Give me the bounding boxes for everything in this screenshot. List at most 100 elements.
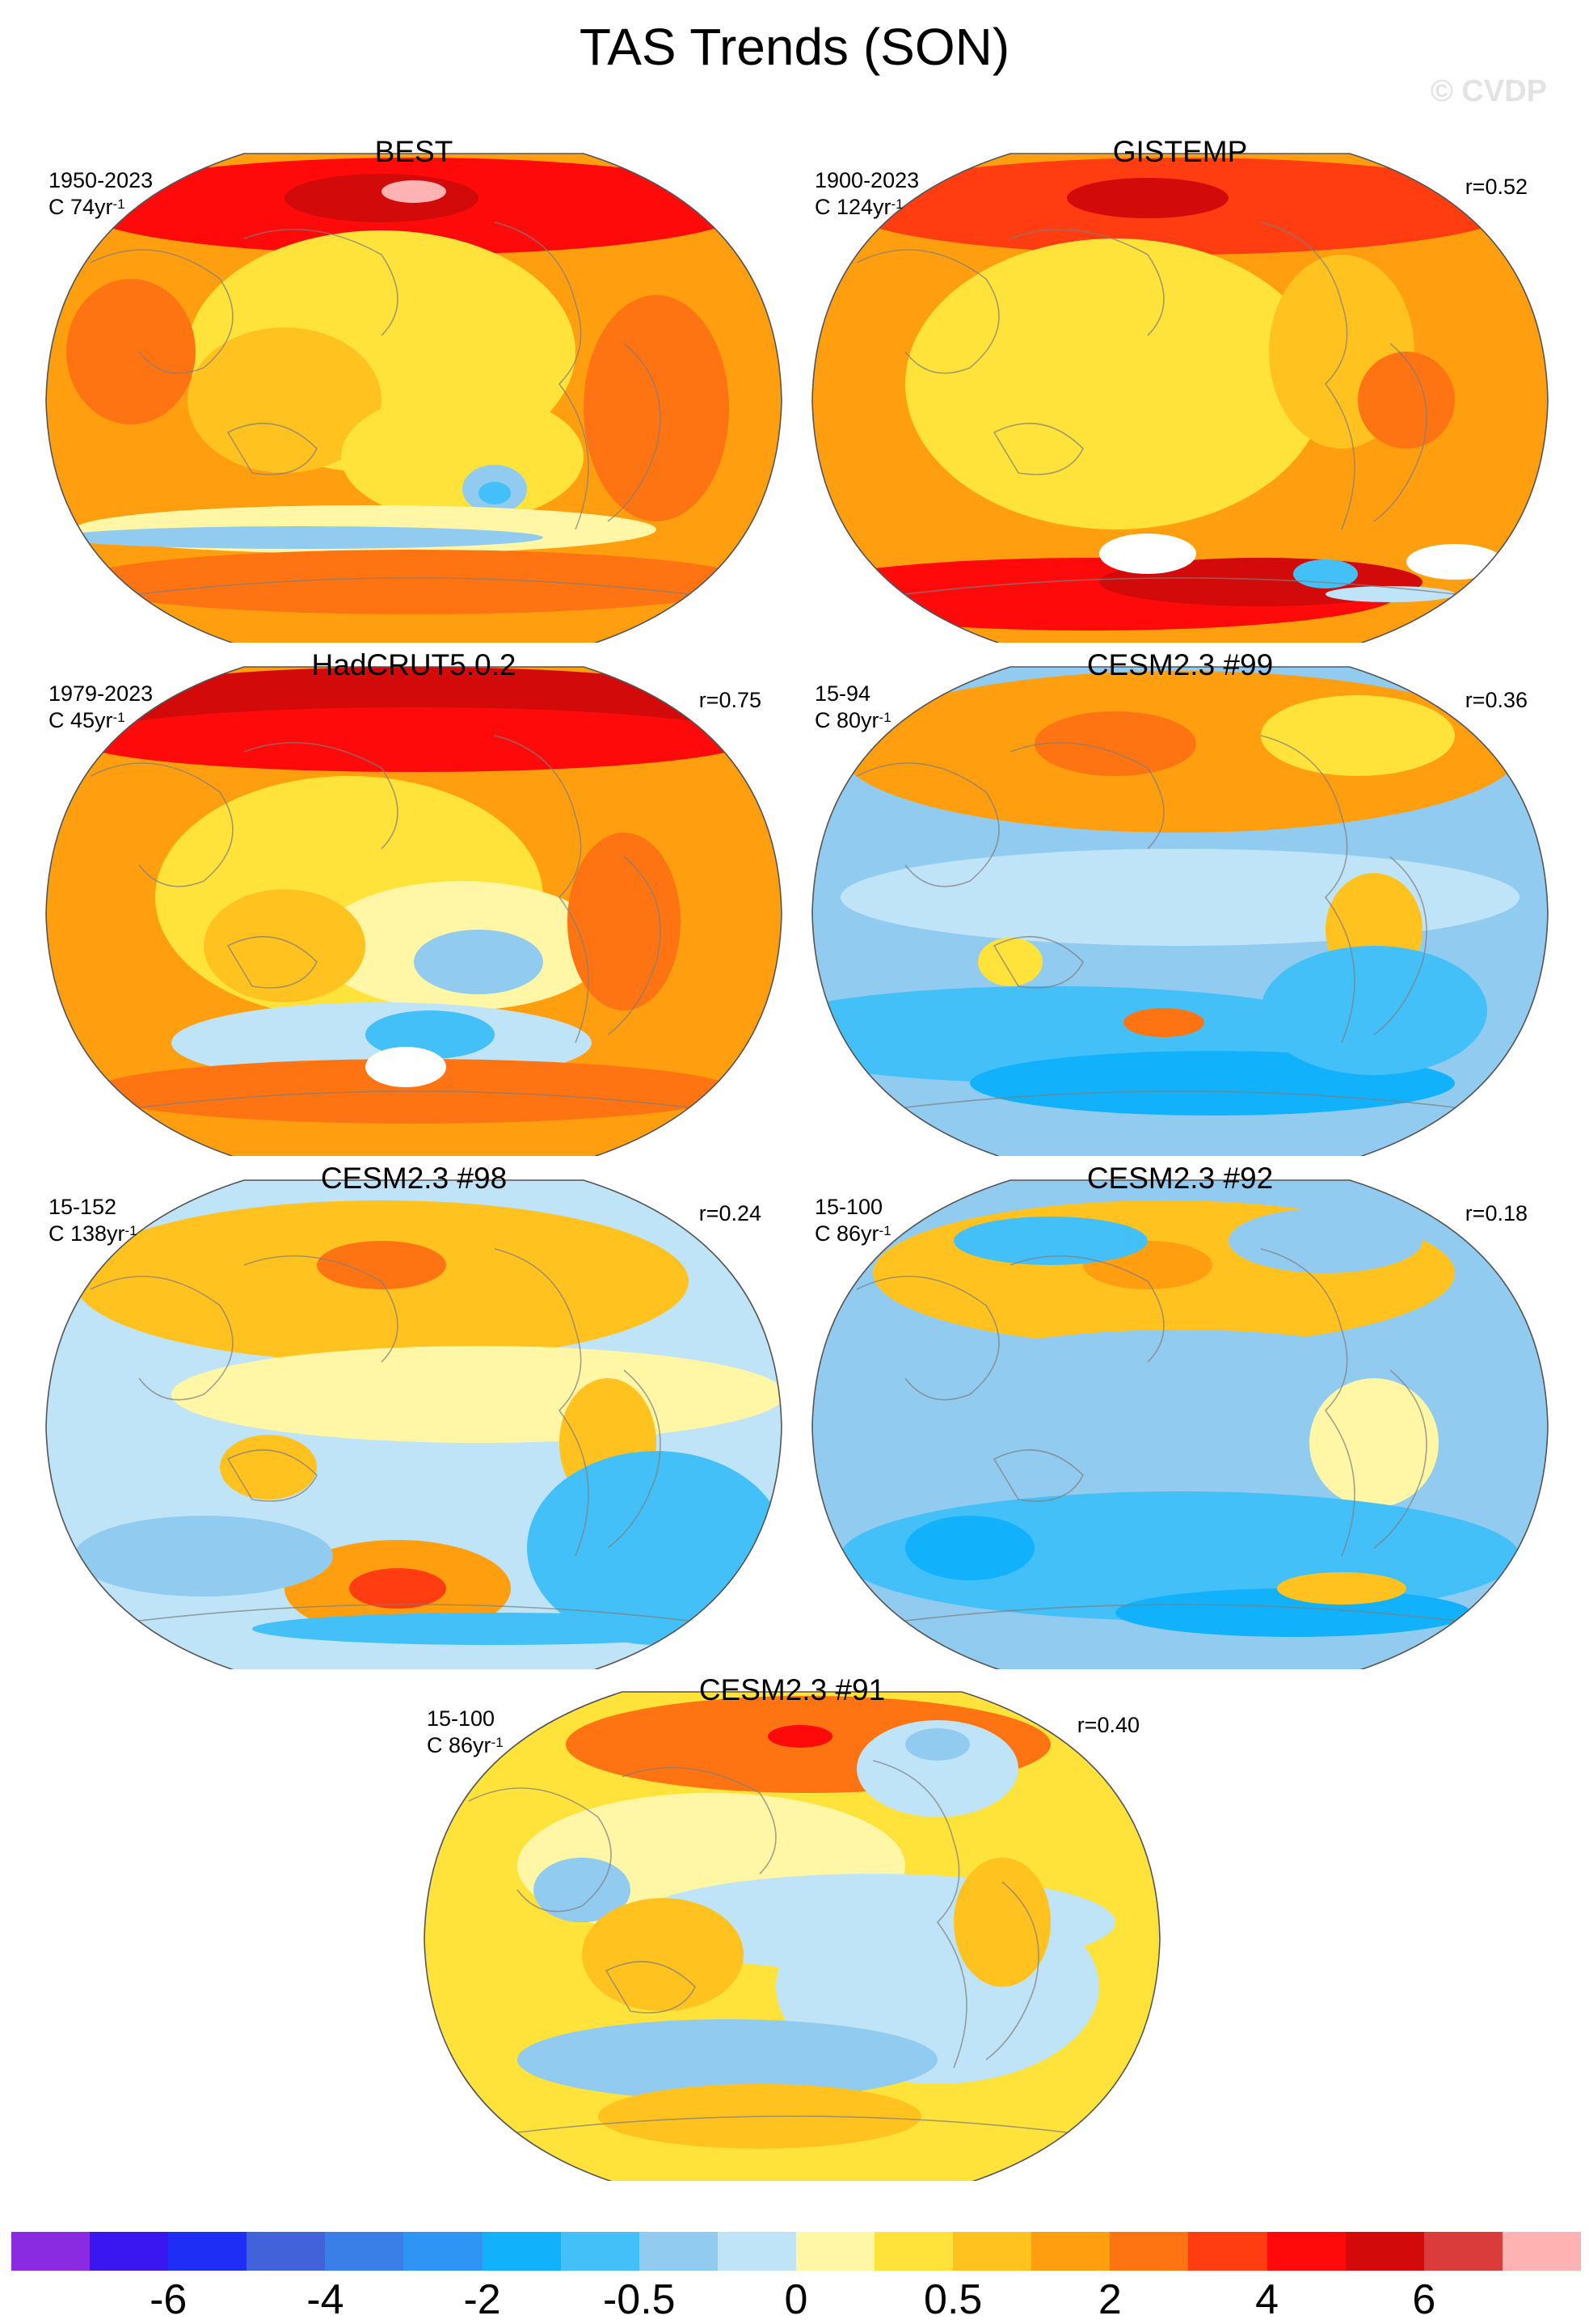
trend-field-cesm91-2 [857, 1720, 1018, 1817]
map-panel-cesm98: CESM2.3 #98 15-152 C 138yr-1 r=0.24 [42, 1162, 786, 1669]
panel-info: 15-94 C 80yr-1 [815, 681, 891, 734]
trend-field-cesm92-2 [954, 1217, 1148, 1265]
trend-field-gistemp-4 [1358, 352, 1455, 449]
map-panel-cesm92: CESM2.3 #92 15-100 C 86yr-1 r=0.18 [808, 1162, 1552, 1669]
map-cesm99 [811, 666, 1549, 1156]
map-panel-cesm99: CESM2.3 #99 15-94 C 80yr-1 r=0.36 [808, 648, 1552, 1156]
units-label: C 45yr-1 [48, 708, 125, 732]
trend-field-cesm98-2 [171, 1346, 782, 1443]
colorbar-box-9 [717, 2232, 796, 2271]
colorbar-box-15 [1188, 2232, 1267, 2271]
correlation-label: r=0.75 [698, 688, 761, 712]
colorbar-box-19 [1502, 2232, 1581, 2271]
trend-field-gistemp-10 [1326, 586, 1455, 602]
trend-field-cesm91-8 [582, 1898, 744, 2011]
map-panel-gistemp: GISTEMP 1900-2023 C 124yr-1 r=0.52 [808, 135, 1552, 643]
colorbar-box-14 [1110, 2232, 1189, 2271]
panel-info: 15-152 C 138yr-1 [48, 1194, 137, 1247]
colorbar-box-1 [90, 2232, 169, 2271]
trend-field-cesm91-5 [533, 1858, 630, 1922]
panel-title: CESM2.3 #91 [698, 1673, 886, 1706]
trend-field-cesm98-4 [220, 1435, 317, 1499]
correlation-label: r=0.36 [1465, 688, 1528, 712]
panel-info: 1900-2023 C 124yr-1 [815, 167, 919, 221]
map-hadcrut [45, 666, 782, 1156]
colorbar-box-17 [1345, 2232, 1424, 2271]
map-panel-cesm91: CESM2.3 #91 15-100 C 86yr-1 r=0.40 [420, 1673, 1164, 2181]
trend-field-cesm98-6 [349, 1568, 446, 1609]
period-label: 15-94 [815, 681, 871, 706]
map-panel-best: BEST 1950-2023 C 74yr-1 [42, 135, 786, 643]
panel-info: 15-100 C 86yr-1 [815, 1194, 891, 1247]
panel-title: CESM2.3 #98 [320, 1162, 508, 1195]
trend-field-best-2 [381, 180, 446, 203]
trend-field-gistemp-1 [1067, 178, 1229, 218]
trend-field-cesm92-3 [1229, 1208, 1423, 1273]
trend-field-cesm98-8 [74, 1516, 333, 1596]
colorbar-label: -0.5 [602, 2276, 676, 2323]
trend-field-gistemp-7 [1099, 534, 1196, 574]
trend-field-best-4 [188, 327, 381, 473]
map-cesm91 [424, 1691, 1161, 2181]
trend-field-hadcrut-9 [204, 889, 365, 1002]
period-label: 15-100 [815, 1195, 883, 1219]
colorbar-box-3 [247, 2232, 326, 2271]
colorbar-box-2 [168, 2232, 247, 2271]
units-label: C 74yr-1 [48, 195, 125, 219]
trend-field-cesm92-5 [1309, 1378, 1439, 1508]
colorbar-box-8 [639, 2232, 718, 2271]
colorbar-box-12 [953, 2232, 1032, 2271]
map-panel-hadcrut: HadCRUT5.0.2 1979-2023 C 45yr-1 r=0.75 [42, 648, 786, 1156]
trend-field-cesm91-3 [905, 1728, 970, 1761]
colorbar-box-7 [560, 2232, 639, 2271]
trend-field-hadcrut-10 [567, 833, 681, 1010]
trend-field-best-11 [584, 295, 729, 521]
units-label: C 86yr-1 [815, 1221, 891, 1246]
colorbar-label: 6 [1412, 2276, 1436, 2323]
map-best [45, 153, 782, 643]
trend-field-cesm99-5 [978, 938, 1043, 986]
trend-field-cesm99-8 [1123, 1008, 1204, 1037]
units-label: C 86yr-1 [427, 1733, 504, 1757]
map-cesm98 [45, 1179, 782, 1669]
trend-field-best-7 [478, 482, 511, 504]
period-label: 1950-2023 [48, 168, 154, 192]
trend-field-cesm98-1 [317, 1241, 446, 1289]
trend-field-cesm98-9 [252, 1613, 737, 1645]
panel-info: 1979-2023 C 45yr-1 [48, 681, 153, 734]
period-label: 1979-2023 [48, 681, 154, 706]
colorbar-box-10 [795, 2232, 875, 2271]
trend-field-cesm91-9 [517, 2019, 938, 2100]
colorbar-label: 4 [1255, 2276, 1279, 2323]
trend-field-cesm99-9 [1261, 946, 1487, 1075]
trend-field-cesm99-1 [1035, 711, 1196, 776]
trend-field-hadcrut-4 [414, 930, 543, 994]
colorbar-box-6 [482, 2232, 561, 2271]
panel-info: 15-100 C 86yr-1 [427, 1706, 504, 1759]
trend-field-gistemp-2 [905, 238, 1326, 529]
trend-field-cesm91-11 [954, 1858, 1051, 1987]
trend-field-best-10 [74, 550, 753, 614]
period-label: 15-100 [427, 1706, 495, 1731]
colorbar-box-18 [1423, 2232, 1503, 2271]
correlation-label: r=0.52 [1465, 175, 1528, 199]
watermark: © CVDP [1430, 74, 1547, 108]
colorbar-label: 2 [1098, 2276, 1122, 2323]
panel-info: 1950-2023 C 74yr-1 [48, 167, 153, 221]
colorbar-box-0 [11, 2232, 91, 2271]
trend-field-best-1 [285, 174, 478, 222]
trend-field-hadcrut-1 [74, 707, 753, 772]
colorbar-box-4 [325, 2232, 404, 2271]
trend-field-gistemp-8 [1406, 544, 1503, 580]
colorbar-label: 0.5 [924, 2276, 983, 2323]
trend-field-cesm92-9 [905, 1516, 1035, 1580]
trend-field-best-9 [58, 526, 543, 549]
trend-field-hadcrut-6 [365, 1010, 495, 1059]
correlation-label: r=0.40 [1077, 1713, 1140, 1737]
trend-field-best-12 [66, 279, 196, 424]
units-label: C 80yr-1 [815, 708, 891, 732]
trend-field-cesm99-2 [1261, 695, 1455, 776]
colorbar-label: -2 [463, 2276, 501, 2323]
trend-field-hadcrut-8 [365, 1047, 446, 1087]
figure-title: TAS Trends (SON) [579, 18, 1010, 76]
